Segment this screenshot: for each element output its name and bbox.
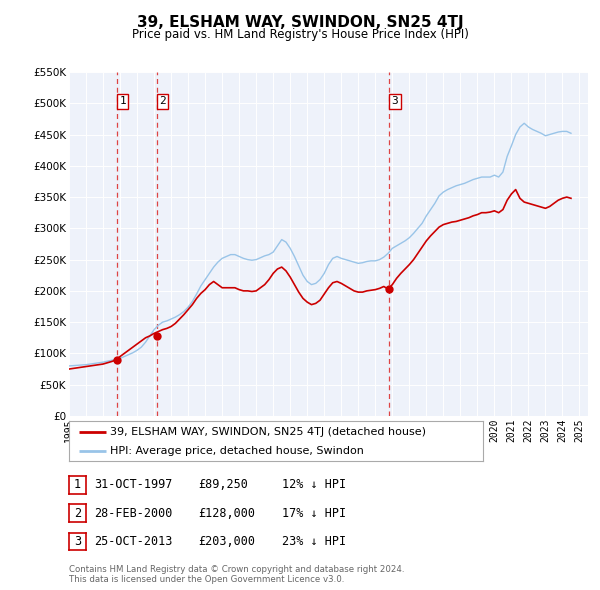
Text: 23% ↓ HPI: 23% ↓ HPI bbox=[282, 535, 346, 548]
Text: £128,000: £128,000 bbox=[198, 507, 255, 520]
Text: HPI: Average price, detached house, Swindon: HPI: Average price, detached house, Swin… bbox=[110, 446, 364, 456]
Text: 1: 1 bbox=[74, 478, 81, 491]
Text: 25-OCT-2013: 25-OCT-2013 bbox=[94, 535, 173, 548]
Text: 2: 2 bbox=[74, 507, 81, 520]
Text: £203,000: £203,000 bbox=[198, 535, 255, 548]
Text: 17% ↓ HPI: 17% ↓ HPI bbox=[282, 507, 346, 520]
Text: 31-OCT-1997: 31-OCT-1997 bbox=[94, 478, 173, 491]
Text: 39, ELSHAM WAY, SWINDON, SN25 4TJ (detached house): 39, ELSHAM WAY, SWINDON, SN25 4TJ (detac… bbox=[110, 427, 427, 437]
Text: 3: 3 bbox=[392, 96, 398, 106]
Text: 2: 2 bbox=[159, 96, 166, 106]
Text: Price paid vs. HM Land Registry's House Price Index (HPI): Price paid vs. HM Land Registry's House … bbox=[131, 28, 469, 41]
Text: 3: 3 bbox=[74, 535, 81, 548]
Text: £89,250: £89,250 bbox=[198, 478, 248, 491]
Text: 12% ↓ HPI: 12% ↓ HPI bbox=[282, 478, 346, 491]
Text: 1: 1 bbox=[119, 96, 126, 106]
Text: 28-FEB-2000: 28-FEB-2000 bbox=[94, 507, 173, 520]
Text: Contains HM Land Registry data © Crown copyright and database right 2024.
This d: Contains HM Land Registry data © Crown c… bbox=[69, 565, 404, 584]
Text: 39, ELSHAM WAY, SWINDON, SN25 4TJ: 39, ELSHAM WAY, SWINDON, SN25 4TJ bbox=[137, 15, 463, 30]
